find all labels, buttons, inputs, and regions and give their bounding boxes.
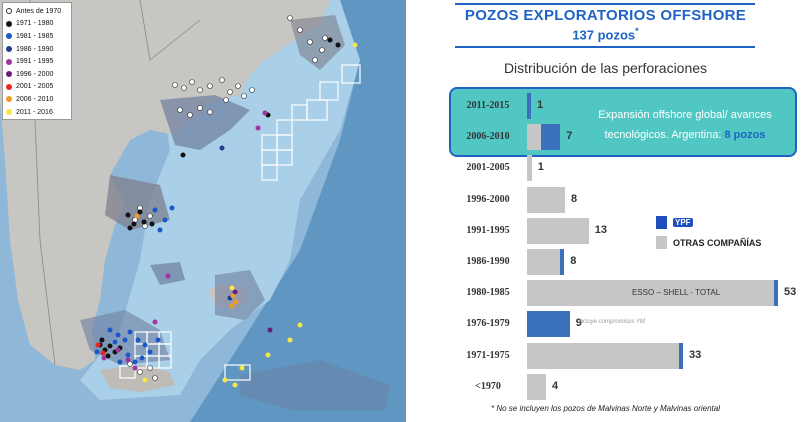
bar-annotation: Incluye compromisos YM [578,319,645,326]
bar-others [527,217,589,244]
bar-value-label: 13 [594,223,607,236]
highlight-text: Expansión offshore global/ avances tecno… [585,105,785,145]
count-asterisk: * [635,26,639,36]
map-legend-label: 2011 - 2016 [16,108,53,116]
bar-ypf [679,342,683,369]
category-label: <1970 [475,380,501,392]
bar-others [527,249,561,275]
category-label: 1976-1979 [466,318,510,330]
map-legend-item: 1981 - 1985 [6,30,68,43]
bar-value-label: 7 [566,130,573,143]
map-legend-item: 1986 - 1990 [6,43,68,56]
bar-others [527,155,532,182]
category-label: 1980-1985 [466,287,510,299]
category-label: 1996-2000 [466,193,510,205]
map-legend-item: 1996 - 2000 [6,68,68,81]
bar-value-label: 1 [537,99,544,111]
map-legend-item: Antes de 1970 [6,5,68,18]
bar-value-label: 33 [689,348,702,361]
map-panel: Antes de 1970 1971 - 1980 1981 - 1985 1986 … [0,0,406,422]
category-label: 2006-2010 [466,131,510,143]
map-legend-item: 2011 - 2016 [6,106,68,119]
map-legend-label: 1991 - 1995 [16,58,54,66]
chart-subtitle: Distribución de las perforaciones [503,60,708,76]
legend-ypf-label: YPF [673,218,693,227]
legend-dot-icon [6,83,12,90]
map-legend-item: 2001 - 2005 [6,81,68,94]
legend-dot-icon [6,20,12,27]
map-legend-item: 2006 - 2010 [6,93,68,106]
map-legend-label: 1986 - 1990 [16,45,54,53]
legend-dot-icon [6,109,12,116]
bar-others [527,373,546,400]
map-legend-label: 2006 - 2010 [16,95,54,103]
legend-dot-icon [6,58,12,65]
bar-value-label: 8 [571,192,578,205]
bar-value-label: 4 [552,379,559,392]
highlight-emphasis: 8 pozos [724,129,766,141]
bar-ypf [527,93,531,119]
legend-others-swatch [656,236,667,249]
map-legend: Antes de 1970 1971 - 1980 1981 - 1985 1986 … [2,2,72,120]
bar-ypf [774,280,778,307]
map-graphic [0,0,406,422]
legend-dot-icon [6,8,12,15]
bar-value-label: 53 [784,286,797,299]
highlight-text-main: Expansión offshore global/ avances tecno… [598,109,772,141]
category-label: 2001-2005 [466,162,510,174]
highlight-box [449,87,797,157]
legend-dot-icon [6,96,12,103]
bar-others [527,280,774,307]
right-panel: POZOS EXPLORATORIOS OFFSHORE 137 pozos * … [406,0,805,422]
legend-ypf-swatch [656,216,667,229]
bar-value-label: 1 [537,161,544,174]
map-legend-label: 2001 - 2005 [16,83,54,91]
footnote: * No se incluyen los pozos de Malvinas N… [491,404,720,413]
bar-ypf [527,311,570,338]
map-legend-item: 1971 - 1980 [6,18,68,31]
legend-dot-icon [6,33,12,40]
bar-value-label: 9 [575,317,582,330]
bar-annotation: ESSO – SHELL - TOTAL [632,288,721,298]
category-label: 1986-1990 [466,256,510,267]
count-text: 137 pozos [572,27,636,43]
map-legend-label: Antes de 1970 [16,7,62,15]
bar-ypf [541,124,561,151]
bar-others [527,124,542,151]
bar-value-label: 8 [570,255,577,267]
legend-others: OTRAS COMPAÑÍAS [656,236,761,249]
bar-others [527,186,565,213]
top-rule [455,3,755,5]
bar-others [527,342,679,369]
page-title: POZOS EXPLORATORIOS OFFSHORE [464,7,747,24]
legend-ypf: YPF [656,216,693,229]
legend-dot-icon [6,71,12,78]
page-subtitle-count: 137 pozos* [406,26,805,42]
bottom-rule [455,46,755,48]
map-legend-label: 1971 - 1980 [16,20,54,28]
map-legend-item: 1991 - 1995 [6,55,68,68]
map-legend-label: 1981 - 1985 [16,32,54,40]
category-label: 1971-1975 [466,349,510,361]
category-label: 1991-1995 [466,224,510,236]
legend-others-label: OTRAS COMPAÑÍAS [673,237,762,248]
category-label: 2011-2015 [466,100,510,111]
map-legend-label: 1996 - 2000 [16,70,54,78]
legend-dot-icon [6,46,12,53]
bar-ypf [560,249,565,275]
